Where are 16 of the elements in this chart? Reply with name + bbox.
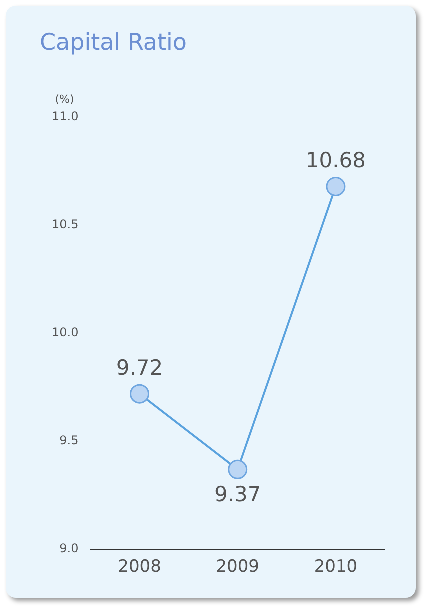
x-tick-label: 2009 — [216, 557, 260, 578]
y-tick-label: 10.5 — [52, 218, 79, 232]
point — [130, 384, 150, 404]
point — [228, 460, 248, 480]
y-tick-label: 9.5 — [60, 434, 79, 448]
data-label: 10.68 — [306, 148, 366, 173]
y-tick-label: 11.0 — [52, 110, 79, 124]
point — [326, 176, 346, 196]
y-tick-label: 10.0 — [52, 326, 79, 340]
x-tick-label: 2008 — [118, 557, 162, 578]
x-tick-label: 2010 — [314, 557, 358, 578]
y-axis-title: (%) — [55, 92, 74, 106]
data-label: 9.37 — [214, 482, 262, 507]
chart-title: Capital Ratio — [40, 30, 188, 56]
data-label: 9.72 — [116, 356, 164, 380]
y-tick-label: 9.0 — [60, 542, 79, 556]
